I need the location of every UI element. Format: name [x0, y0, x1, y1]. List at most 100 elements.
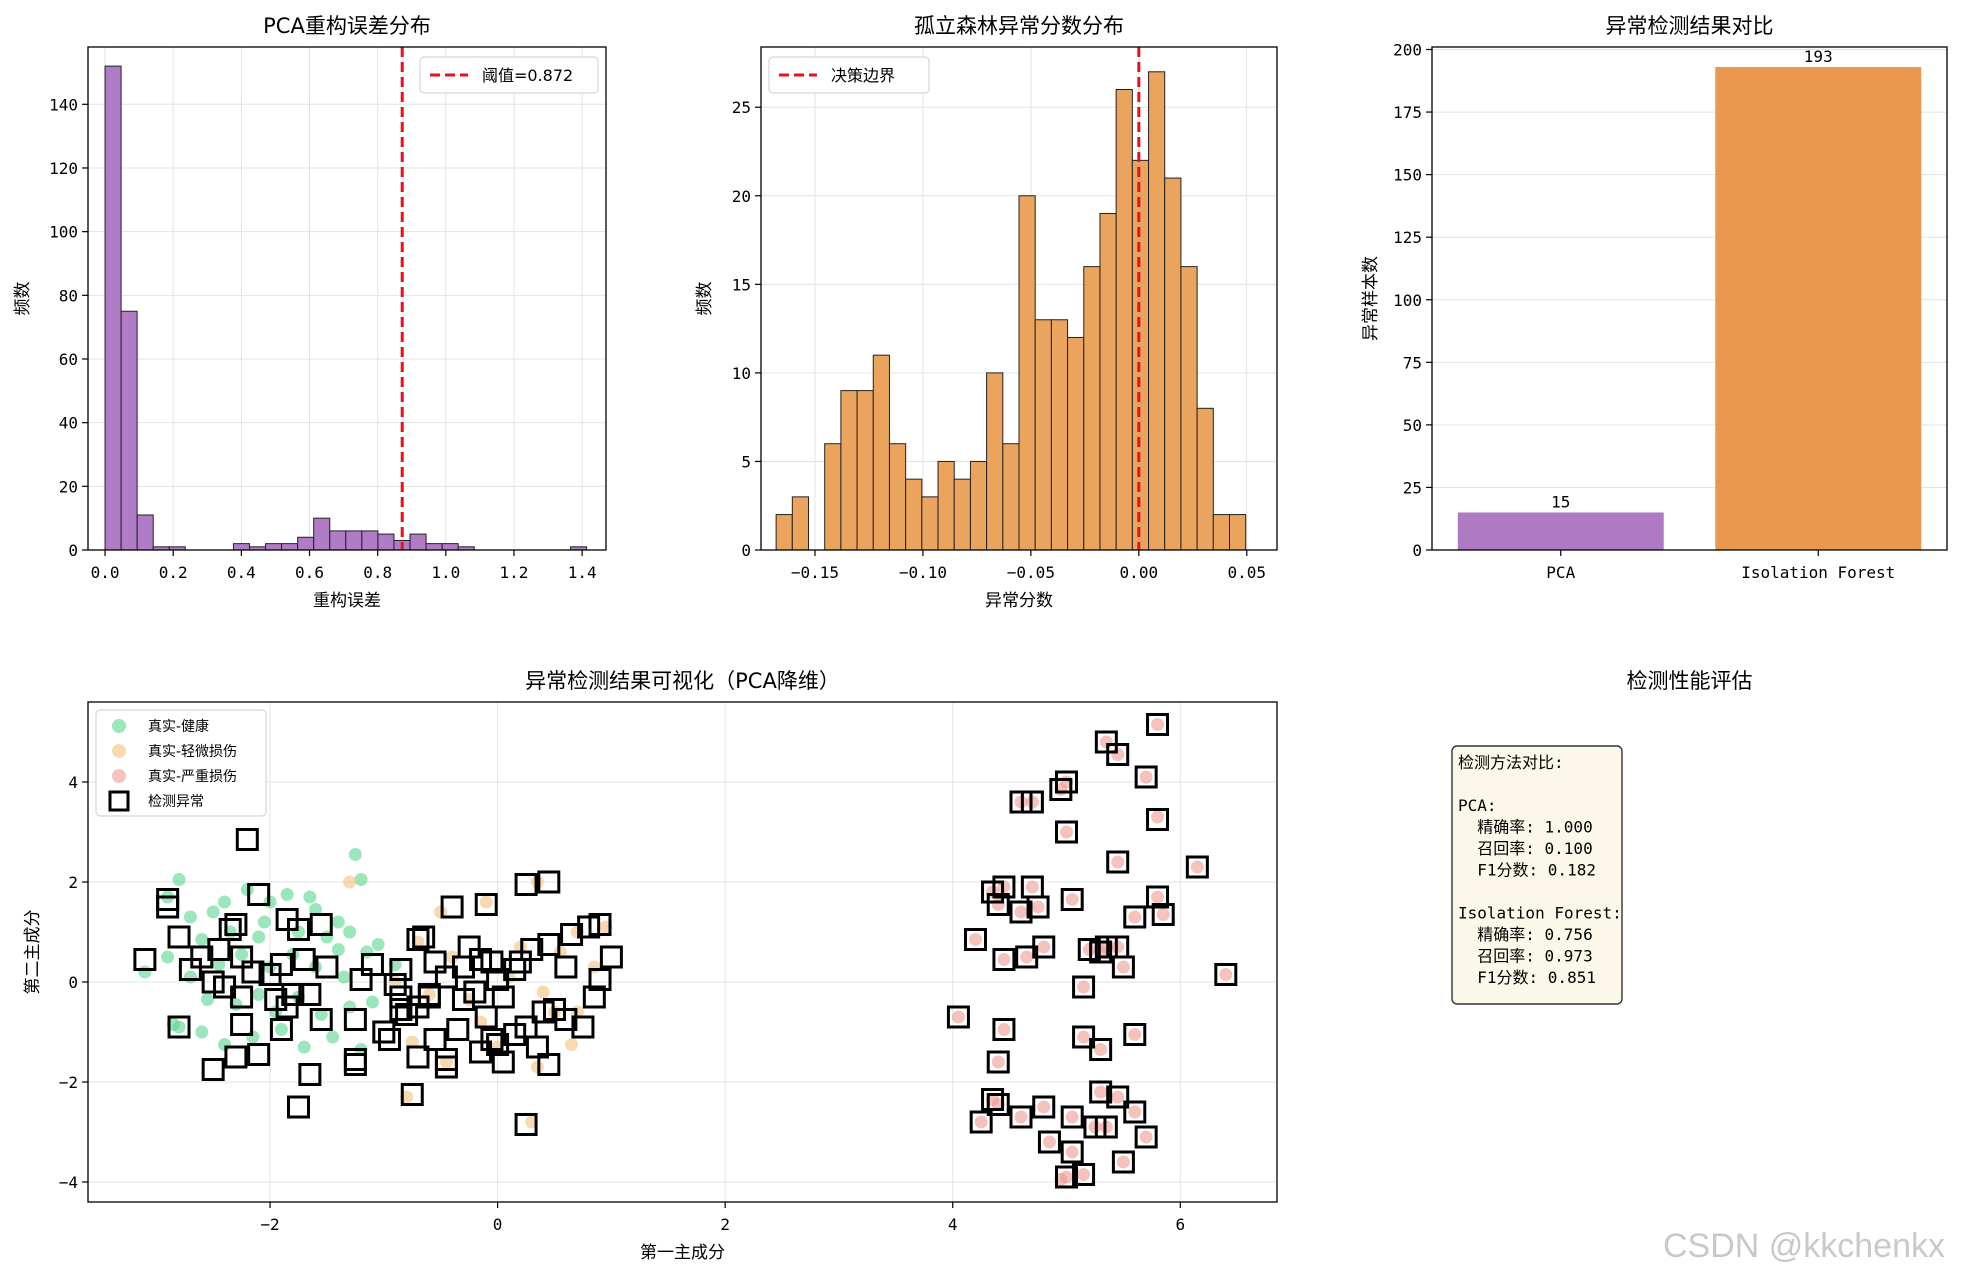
scatter-point: [1014, 1110, 1028, 1124]
histogram-bar: [1050, 319, 1069, 551]
scatter-point: [1060, 825, 1074, 839]
x-tick-label: 0.05: [1228, 563, 1267, 582]
scatter-point-detected: [1055, 1165, 1079, 1189]
y-tick-label: 5: [741, 452, 751, 471]
metrics-line: 检测方法对比:: [1458, 753, 1564, 772]
histogram-bar: [441, 543, 459, 551]
scatter-point-detected: [343, 1053, 367, 1076]
legend-label: 决策边界: [831, 66, 895, 85]
y-tick-label: 100: [49, 223, 78, 242]
histogram-bar: [1212, 514, 1231, 551]
y-tick-label: 25: [1403, 478, 1422, 497]
scatter-point-detected: [946, 1005, 970, 1029]
scatter-point: [1111, 855, 1125, 869]
scatter-point: [1037, 1100, 1051, 1114]
y-tick-label: 2: [68, 873, 78, 892]
scatter-point-detected: [1123, 1100, 1147, 1124]
scatter-point-detected: [1009, 1105, 1033, 1129]
scatter-point: [1094, 1043, 1108, 1056]
scatter-point: [172, 1020, 186, 1034]
scatter-point: [161, 950, 175, 964]
scatter-point-detected: [554, 1008, 578, 1031]
axes-frame: [87, 701, 1278, 1203]
metrics-line: 精确率: 0.756: [1458, 925, 1593, 944]
histogram-bar: [1002, 443, 1020, 551]
histogram-bar: [232, 543, 251, 551]
histogram-bar: [297, 536, 315, 551]
scatter-point: [183, 970, 197, 984]
scatter-point-detected: [167, 1015, 191, 1039]
histogram-bar: [953, 478, 971, 551]
scatter-point: [536, 985, 550, 999]
legend-marker: [112, 769, 126, 783]
scatter-point-detected: [1151, 903, 1175, 926]
scatter-point: [1151, 718, 1165, 731]
histogram-bar: [377, 533, 395, 551]
scatter-point-detected: [412, 925, 436, 949]
scatter-point-detected: [981, 1088, 1005, 1111]
scatter-point-detected: [571, 1015, 595, 1039]
scatter-point-detected: [537, 933, 561, 956]
x-tick-label: −0.15: [791, 563, 839, 582]
histogram-bar: [1115, 89, 1133, 551]
scatter-point: [974, 1115, 988, 1129]
scatter-point: [1077, 980, 1091, 994]
scatter-point-detected: [372, 1020, 396, 1044]
scatter-point-detected: [423, 950, 447, 974]
histogram-bar: [872, 354, 890, 551]
scatter-point: [1065, 893, 1079, 906]
scatter-point: [1128, 1028, 1142, 1041]
x-axis-label: 重构误差: [313, 591, 381, 611]
chart-title: 检测性能评估: [1627, 669, 1753, 693]
histogram-bar: [409, 533, 427, 551]
scatter-point-detected: [230, 985, 254, 1009]
scatter-point: [371, 938, 385, 951]
scatter-point-detected: [400, 1083, 424, 1106]
histogram-bar: [840, 390, 858, 551]
bar: [1715, 67, 1922, 550]
histogram-bar: [775, 514, 793, 551]
histogram-bar: [329, 530, 347, 551]
legend-box: [95, 709, 267, 817]
scatter-point-detected: [1009, 900, 1033, 924]
scatter-point-detected: [1055, 820, 1079, 844]
y-axis-label: 异常样本数: [1361, 256, 1381, 341]
scatter-point-detected: [167, 925, 191, 949]
scatter-point: [212, 958, 226, 971]
histogram-bar: [856, 390, 874, 551]
legend-label: 真实-轻微损伤: [148, 744, 237, 760]
scatter-point-detected: [480, 950, 504, 974]
scatter-point-detected: [577, 915, 601, 939]
scatter-point-detected: [1032, 935, 1056, 959]
metrics-box: [1451, 745, 1623, 1005]
scatter-point: [1128, 910, 1142, 924]
histogram-bar: [120, 310, 138, 551]
scatter-point: [252, 988, 266, 1001]
legend-marker: [108, 790, 130, 812]
bar-data-label: 15: [1551, 492, 1570, 511]
scatter-point: [1151, 890, 1165, 904]
x-tick-label: PCA: [1546, 563, 1575, 582]
scatter-point-detected: [1089, 1080, 1113, 1104]
scatter-point: [218, 895, 232, 909]
scatter-point: [257, 915, 271, 929]
scatter-point-detected: [508, 950, 532, 974]
y-axis-label: 频数: [13, 282, 33, 316]
metrics-line: 召回率: 0.973: [1458, 947, 1593, 966]
scatter-point-detected: [230, 1013, 254, 1036]
x-tick-label: 0: [493, 1215, 503, 1234]
chart-title: PCA重构误差分布: [263, 14, 431, 38]
scatter-point: [274, 1023, 288, 1036]
scatter-point-detected: [343, 1008, 367, 1031]
scatter-point: [309, 903, 323, 916]
scatter-point-detected: [389, 998, 413, 1021]
scatter-point-detected: [1111, 1150, 1135, 1174]
scatter-point: [172, 873, 186, 886]
x-tick-label: −0.05: [1007, 563, 1055, 582]
scatter-point: [997, 953, 1011, 966]
scatter-point: [1116, 960, 1130, 974]
scatter-point-detected: [1089, 940, 1113, 964]
histogram-bar: [1067, 336, 1085, 551]
scatter-point-detected: [440, 895, 464, 919]
